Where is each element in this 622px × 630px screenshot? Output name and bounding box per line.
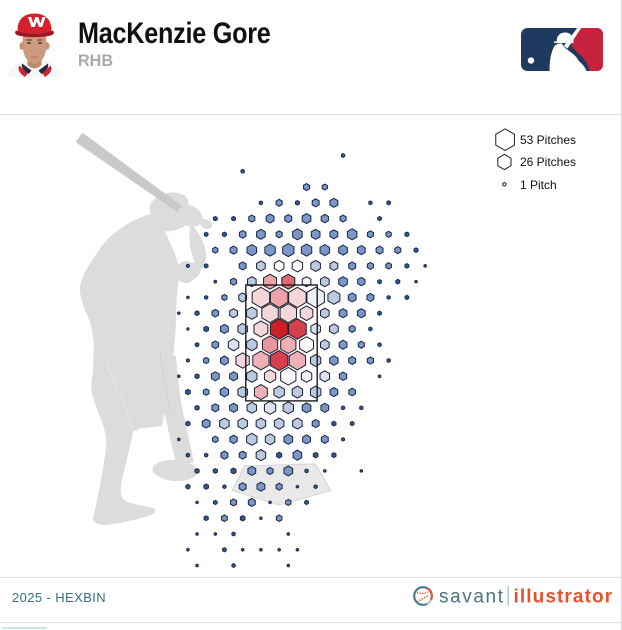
svg-text:savant: savant (439, 587, 505, 608)
svg-text:illustrator: illustrator (514, 587, 614, 608)
